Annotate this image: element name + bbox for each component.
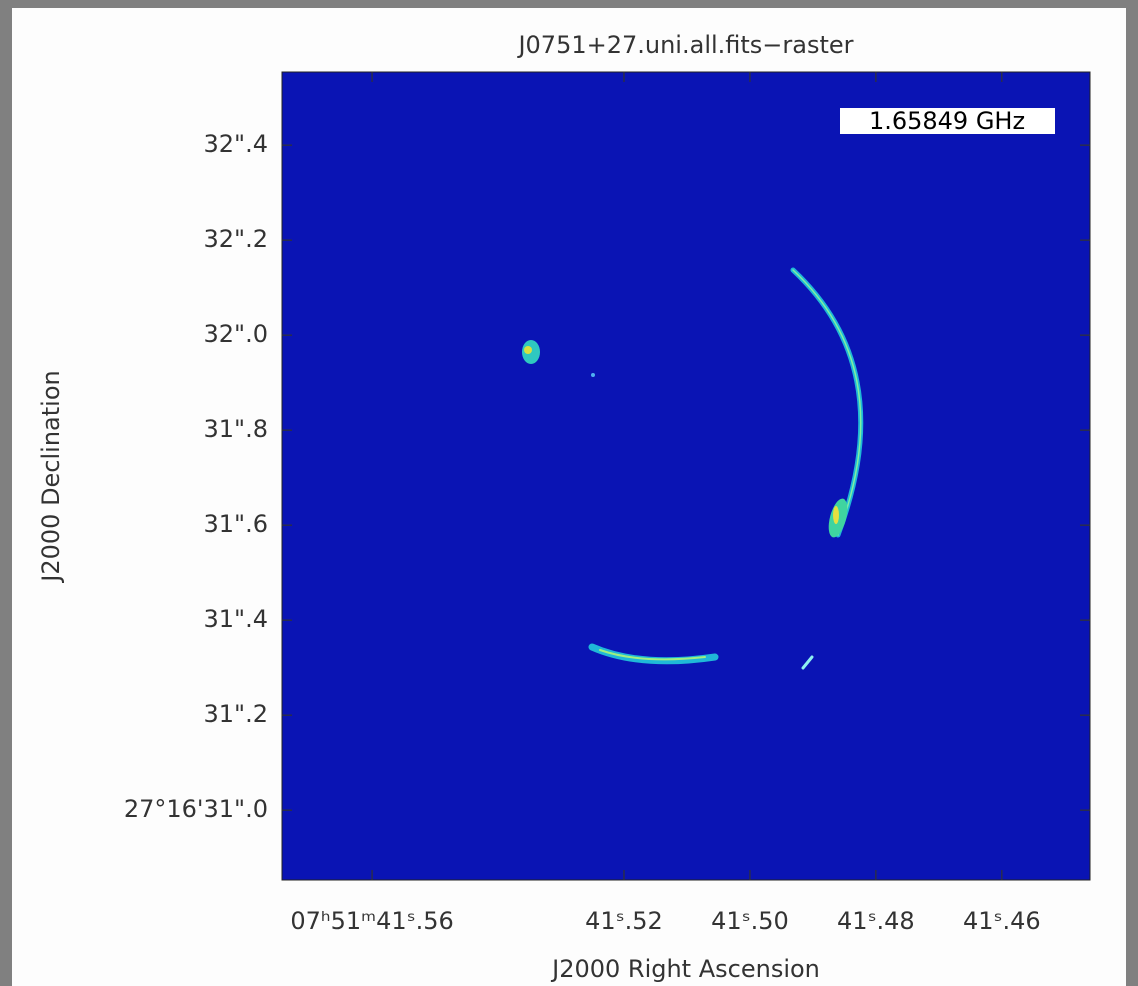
blob-core xyxy=(524,346,532,354)
x-tick-label: 41ˢ.46 xyxy=(963,907,1041,935)
chart-title: J0751+27.uni.all.fits−raster xyxy=(516,31,853,59)
x-tick-label: 41ˢ.48 xyxy=(837,907,915,935)
y-tick-label: 31".2 xyxy=(204,700,268,728)
x-tick-label: 07ʰ51ᵐ41ˢ.56 xyxy=(290,907,453,935)
y-tick-label: 31".6 xyxy=(204,510,268,538)
y-tick-label: 27°16'31".0 xyxy=(124,795,268,823)
y-tick-label: 32".4 xyxy=(204,130,268,158)
y-axis-label: J2000 Declination xyxy=(37,370,65,583)
y-tick-label: 32".2 xyxy=(204,225,268,253)
annotation: 1.65849 GHz xyxy=(869,107,1025,135)
y-tick-label: 31".8 xyxy=(204,415,268,443)
x-tick-label: 41ˢ.50 xyxy=(711,907,789,935)
viewer: 1.65849 GHz J0751+27.uni.all.fits−raster… xyxy=(0,0,1138,986)
x-axis-label: J2000 Right Ascension xyxy=(550,955,820,983)
x-tick-label: 41ˢ.52 xyxy=(585,907,663,935)
dot xyxy=(591,373,595,377)
y-tick-label: 32".0 xyxy=(204,320,268,348)
raster-image xyxy=(282,72,1090,880)
y-tick-label: 31".4 xyxy=(204,605,268,633)
blob-core xyxy=(833,506,839,524)
